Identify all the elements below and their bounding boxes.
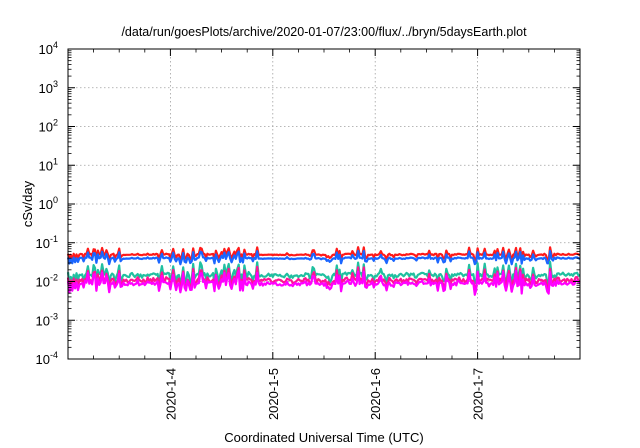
y-tick-label: 104 — [39, 40, 58, 57]
series-layer — [66, 246, 581, 296]
x-axis-label: Coordinated Universal Time (UTC) — [224, 430, 423, 445]
series-line — [66, 269, 581, 296]
y-axis-label: cSv/day — [20, 180, 35, 227]
series-line — [66, 249, 581, 266]
x-tick-label: 2020-1-4 — [163, 368, 178, 420]
x-tick-label: 2020-1-7 — [471, 368, 486, 420]
ticks — [68, 48, 580, 360]
y-tick-label: 10-3 — [36, 311, 58, 328]
series-line — [66, 246, 581, 262]
x-tick-labels: 2020-1-4 2020-1-5 2020-1-6 2020-1-7 — [163, 368, 485, 420]
grid — [68, 49, 580, 359]
y-tick-label: 102 — [39, 118, 58, 135]
y-tick-label: 10-4 — [36, 350, 58, 367]
y-tick-label: 103 — [39, 79, 58, 96]
series-line — [66, 265, 581, 293]
x-tick-label: 2020-1-6 — [368, 368, 383, 420]
series-line — [66, 260, 581, 288]
y-tick-label: 100 — [39, 195, 58, 212]
chart-title: /data/run/goesPlots/archive/2020-01-07/2… — [121, 25, 527, 39]
y-tick-label: 10-1 — [36, 234, 58, 251]
y-tick-label: 101 — [39, 156, 58, 173]
x-tick-label: 2020-1-5 — [266, 368, 281, 420]
y-tick-label: 10-2 — [36, 273, 58, 290]
y-tick-labels: 10-4 10-3 10-2 10-1 100 101 102 103 104 — [36, 40, 58, 367]
